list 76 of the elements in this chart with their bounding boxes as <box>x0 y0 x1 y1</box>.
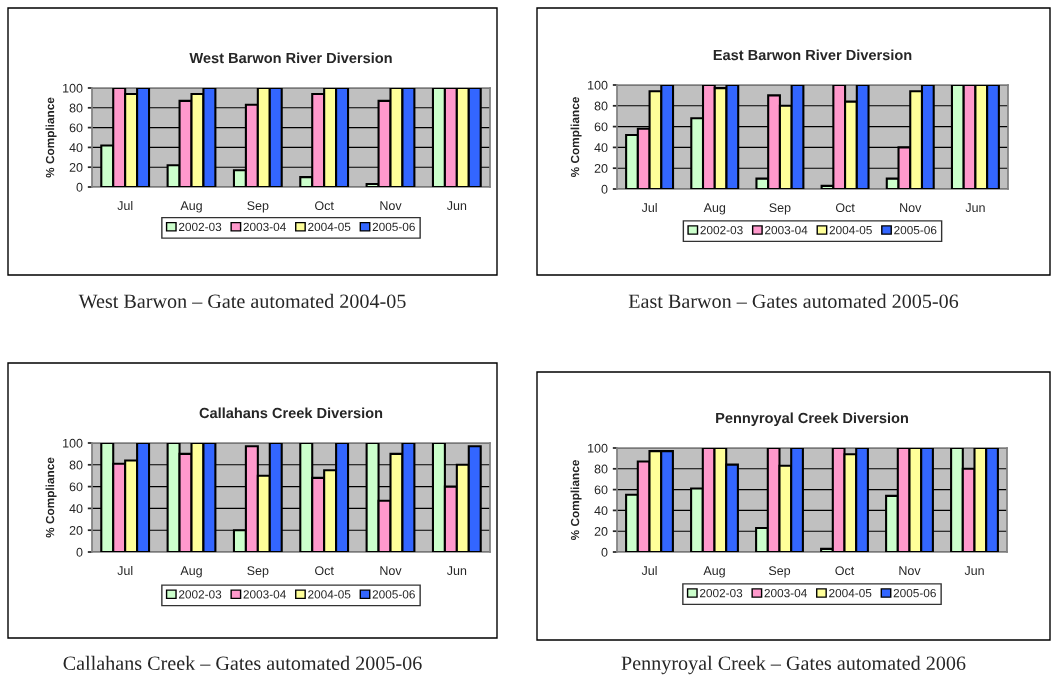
x-tick-label: Jul <box>641 202 657 213</box>
y-tick-label: 40 <box>69 143 83 153</box>
y-axis-title: % Compliance <box>570 97 582 178</box>
x-tick-label: Sep <box>247 566 269 578</box>
legend-label: 2004-05 <box>308 590 351 599</box>
chart-title: East Barwon River Diversion <box>713 49 912 61</box>
x-tick-label: Jun <box>964 566 984 576</box>
y-tick-label: 100 <box>588 80 608 90</box>
x-tick-label: Jun <box>965 203 985 213</box>
y-tick-label: 100 <box>63 438 83 448</box>
y-tick-label: 40 <box>69 504 83 514</box>
legend-label: 2004-05 <box>829 225 872 235</box>
text: West Barwon – Gate automated 2004-05 <box>78 293 406 309</box>
chart-title: West Barwon River Diversion <box>189 52 392 64</box>
legend-label: 2005-06 <box>372 590 415 599</box>
y-tick-label: 20 <box>69 163 83 172</box>
x-tick-label: Oct <box>835 203 855 213</box>
chart-title: Pennyroyal Creek Diversion <box>716 412 908 427</box>
x-tick-label: Sep <box>769 203 791 215</box>
legend-label: 2003-04 <box>764 588 807 598</box>
y-tick-label: 80 <box>594 464 608 474</box>
legend-label: 2002-03 <box>178 590 222 599</box>
x-tick-label: Jul <box>641 565 657 576</box>
x-tick-label: Sep <box>247 201 269 213</box>
legend-label: 2002-03 <box>700 225 743 235</box>
y-tick-label: 80 <box>594 101 608 111</box>
y-axis-title: % Compliance <box>45 457 57 538</box>
y-tick-label: 0 <box>601 547 608 557</box>
y-tick-label: 100 <box>63 83 83 93</box>
legend-label: 2005-06 <box>893 588 936 598</box>
x-tick-label: Nov <box>900 203 922 213</box>
y-tick-label: 20 <box>594 164 608 173</box>
x-tick-label: Aug <box>180 201 202 213</box>
y-tick-label: 0 <box>76 547 83 557</box>
legend-label: 2005-06 <box>372 222 415 232</box>
x-tick-label: Nov <box>380 566 402 576</box>
x-tick-label: Jul <box>117 200 133 211</box>
y-tick-label: 40 <box>594 506 608 516</box>
y-tick-label: 0 <box>601 184 608 194</box>
legend-label: 2004-05 <box>308 222 351 232</box>
text: East Barwon – Gates automated 2005-06 <box>628 293 959 309</box>
y-tick-label: 60 <box>594 485 608 495</box>
x-tick-label: Jul <box>117 565 133 576</box>
y-tick-label: 20 <box>69 526 83 535</box>
y-tick-label: 100 <box>588 443 608 453</box>
x-tick-label: Jun <box>446 566 467 576</box>
x-tick-label: Nov <box>380 201 402 211</box>
x-tick-label: Oct <box>315 566 334 576</box>
x-tick-label: Aug <box>703 203 726 215</box>
x-tick-label: Sep <box>768 566 791 578</box>
y-tick-label: 60 <box>69 482 83 492</box>
legend-label: 2003-04 <box>243 590 286 599</box>
y-tick-label: 60 <box>69 123 83 133</box>
y-tick-label: 80 <box>69 103 83 113</box>
x-tick-label: Jun <box>446 201 467 211</box>
y-tick-label: 0 <box>76 182 83 192</box>
x-tick-label: Nov <box>899 566 921 576</box>
legend-label: 2005-06 <box>894 225 937 235</box>
text: Callahans Creek – Gates automated 2005-06 <box>63 655 422 671</box>
y-axis-title: % Compliance <box>570 460 582 541</box>
legend-label: 2002-03 <box>699 588 743 598</box>
y-tick-label: 60 <box>594 122 608 132</box>
legend-label: 2003-04 <box>765 225 808 235</box>
y-axis-title: % Compliance <box>45 97 57 178</box>
x-tick-label: Oct <box>835 566 855 576</box>
y-tick-label: 40 <box>594 143 608 153</box>
y-tick-label: 80 <box>69 460 83 470</box>
legend-label: 2002-03 <box>178 222 222 232</box>
x-tick-label: Aug <box>180 566 202 578</box>
x-tick-label: Aug <box>703 566 725 578</box>
legend-label: 2003-04 <box>243 222 286 232</box>
chart-title: Callahans Creek Diversion <box>199 407 383 419</box>
y-tick-label: 20 <box>594 527 608 536</box>
text: Pennyroyal Creek – Gates automated 2006 <box>621 655 966 675</box>
legend-label: 2004-05 <box>829 588 872 598</box>
x-tick-label: Oct <box>315 201 334 211</box>
